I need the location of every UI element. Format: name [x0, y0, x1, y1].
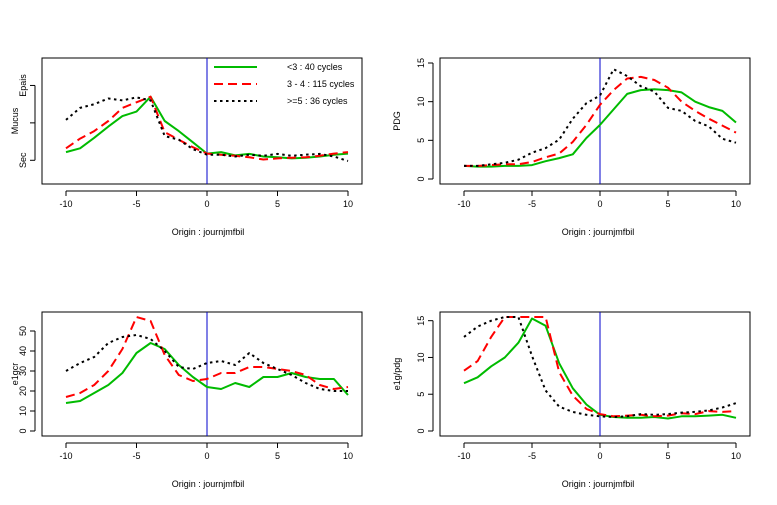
y-axis-label: Mucus — [10, 107, 20, 134]
x-tick-label: 0 — [597, 199, 602, 209]
y-tick-label: 10 — [416, 352, 426, 362]
x-tick-label: 10 — [343, 199, 353, 209]
plot-frame — [41, 57, 363, 185]
x-tick-label: -10 — [457, 199, 470, 209]
series-line-5-36-cycles — [65, 96, 349, 162]
x-tick-label: -10 — [59, 451, 72, 461]
x-tick-label: -10 — [457, 451, 470, 461]
plot-frame — [439, 57, 751, 185]
y-tick-label: 0 — [416, 176, 426, 181]
x-tick-label: 5 — [275, 199, 280, 209]
x-tick-label: 10 — [731, 451, 741, 461]
x-axis-label: Origin : journjmfbil — [172, 479, 245, 489]
y-axis-label: e1g/pdg — [392, 358, 402, 391]
x-tick-label: 0 — [204, 199, 209, 209]
x-tick-label: -5 — [132, 451, 140, 461]
y-tick-label: 15 — [416, 316, 426, 326]
y-tick-label: 10 — [416, 97, 426, 107]
x-tick-label: 0 — [204, 451, 209, 461]
x-axis-label: Origin : journjmfbil — [562, 227, 635, 237]
y-axis-label: PDG — [392, 111, 402, 131]
y-tick-label: Sec — [18, 152, 28, 168]
series-line-3-4-115-cycles — [65, 95, 349, 161]
series-mid-cycles-line — [464, 75, 737, 167]
x-axis-label: Origin : journjmfbil — [172, 227, 245, 237]
y-tick-label: 5 — [416, 392, 426, 397]
x-tick-label: -5 — [132, 199, 140, 209]
x-tick-label: 10 — [731, 199, 741, 209]
plot-frame — [41, 311, 363, 437]
series-high-cycles-line — [65, 334, 348, 392]
y-tick-label: Epais — [18, 74, 28, 97]
legend: <3 : 40 cycles 3 - 4 : 115 cycles >=5 : 36… — [214, 62, 355, 106]
y-tick-label: 10 — [18, 406, 28, 416]
chart-panel-2: -10 -5 0 5 10 0 5 10 15 Origin : journjmfbil PDG — [392, 57, 751, 237]
chart-panel-1: -10 -5 0 5 10 Sec Epais Origin : journjmfbil Muc… — [10, 57, 363, 237]
chart-panel-3: -10 -5 0 5 10 0 10 20 30 40 50 Origin : journjmfbil… — [10, 311, 363, 489]
y-tick-label: 40 — [18, 346, 28, 356]
x-axis-label: Origin : journjmfbil — [562, 479, 635, 489]
x-tick-label: 5 — [275, 451, 280, 461]
y-tick-label: 15 — [416, 58, 426, 68]
legend-label-3-4-115-cycles: 3 - 4 : 115 cycles — [287, 79, 355, 89]
series-mid-cycles-line — [463, 316, 737, 418]
series-low-cycles-line — [463, 88, 737, 168]
y-tick-label: 50 — [18, 326, 28, 336]
x-tick-label: 5 — [665, 451, 670, 461]
x-tick-label: 5 — [665, 199, 670, 209]
y-tick-label: 0 — [18, 428, 28, 433]
y-tick-label: 5 — [416, 138, 426, 143]
y-axis-label: e1gcr — [10, 363, 20, 386]
series-low-cycles-line — [65, 342, 349, 404]
x-tick-label: -10 — [59, 199, 72, 209]
x-tick-label: 0 — [597, 451, 602, 461]
x-tick-label: 10 — [343, 451, 353, 461]
legend-label-3-40-cycles: <3 : 40 cycles — [287, 62, 343, 72]
x-tick-label: -5 — [528, 199, 536, 209]
y-tick-label: 30 — [18, 366, 28, 376]
y-tick-label: 0 — [416, 428, 426, 433]
x-tick-label: -5 — [528, 451, 536, 461]
plot-frame — [439, 311, 751, 437]
legend-label-5-36-cycles: >=5 : 36 cycles — [287, 96, 348, 106]
y-tick-label: 20 — [18, 386, 28, 396]
series-mid-cycles-line — [65, 316, 349, 398]
chart-panel-4: -10 -5 0 5 10 0 5 10 15 Origin : journjmfbil e1g/p… — [392, 311, 751, 489]
